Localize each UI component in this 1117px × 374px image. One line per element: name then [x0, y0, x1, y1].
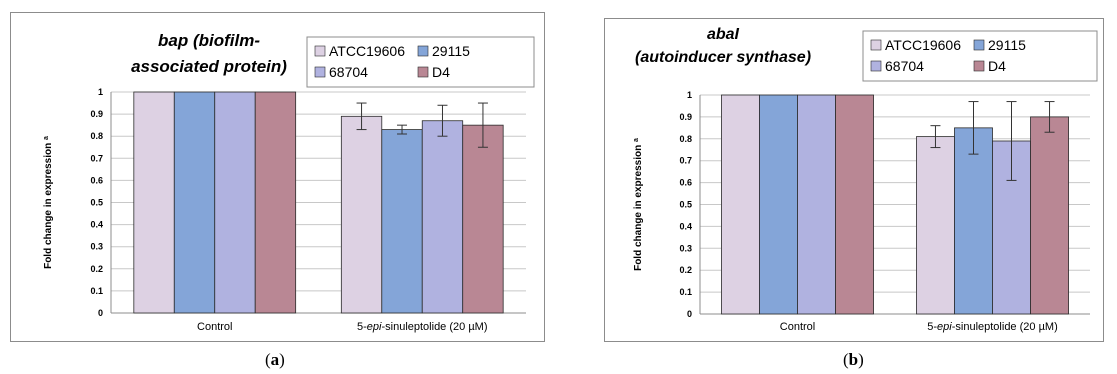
- y-tick-label: 0.7: [90, 153, 103, 163]
- bar-b-s3-c1: [1030, 116, 1069, 315]
- y-tick-label: 0.9: [679, 112, 692, 122]
- legend-label: 68704: [885, 58, 924, 74]
- x-category-label: 5-epi-sinuleptolide (20 µM): [927, 321, 1057, 333]
- bar-a-s3-c0: [254, 91, 297, 314]
- legend-swatch: [314, 45, 326, 57]
- y-axis-label: Fold change in expression a: [633, 138, 645, 271]
- x-category-label: Control: [780, 321, 815, 333]
- y-tick-label: 0.3: [90, 242, 103, 252]
- y-tick-label: 0.6: [90, 175, 103, 185]
- legend-label: ATCC19606: [329, 43, 405, 59]
- y-tick-label: 0.7: [679, 156, 692, 166]
- y-tick-label: 0.2: [90, 264, 103, 274]
- x-category-label: Control: [197, 321, 232, 333]
- legend-swatch: [417, 45, 429, 57]
- legend-label: 29115: [988, 37, 1026, 53]
- legend-swatch: [870, 39, 882, 51]
- y-tick-label: 0: [98, 308, 103, 318]
- chart-title-line1: abaI: [707, 26, 740, 43]
- legend-label: ATCC19606: [885, 37, 961, 53]
- y-tick-label: 1: [687, 90, 692, 100]
- bar-a-s2-c1: [421, 120, 464, 314]
- bar-chart-a: 0 0.1 0.2 0.3 0.4 0.5 0.6 0.7 0.8 0.9 1 Control 5-ep…: [43, 31, 535, 333]
- legend-swatch: [973, 60, 985, 72]
- y-tick-label: 0.5: [679, 200, 692, 210]
- panel-label-a: (a): [265, 350, 285, 369]
- y-tick-label: 0.8: [679, 134, 692, 144]
- legend-box: [306, 36, 535, 88]
- bar-b-s1-c1: [954, 127, 993, 315]
- chart-panel-b: 0 0.1 0.2 0.3 0.4 0.5 0.6 0.7 0.8 0.9 1 Control 5-ep…: [604, 18, 1104, 342]
- legend-swatch: [417, 66, 429, 78]
- y-tick-label: 0.3: [679, 243, 692, 253]
- bar-a-s2-c0: [214, 91, 256, 314]
- bar-a-s0-c1: [340, 115, 383, 314]
- y-axis-label: Fold change in expression a: [43, 136, 55, 269]
- bar-b-s0-c1: [916, 136, 955, 315]
- chart-panel-a: 0 0.1 0.2 0.3 0.4 0.5 0.6 0.7 0.8 0.9 1 Control 5-ep…: [10, 12, 545, 342]
- bar-a-s0-c0: [133, 91, 175, 314]
- y-tick-label: 0: [687, 309, 692, 319]
- y-tick-label: 0.4: [90, 220, 103, 230]
- y-tick-label: 0.1: [679, 287, 692, 297]
- legend-swatch: [870, 60, 882, 72]
- bar-a-s1-c1: [381, 129, 423, 314]
- panel-label-b: (b): [843, 350, 864, 369]
- y-tick-label: 0.8: [90, 131, 103, 141]
- bar-b-s2-c0: [797, 94, 836, 315]
- y-tick-label: 0.9: [90, 109, 103, 119]
- bar-a-s3-c1: [462, 124, 504, 314]
- bar-b-s0-c0: [721, 94, 760, 315]
- legend-box: [862, 30, 1098, 82]
- y-tick-label: 0.1: [90, 286, 103, 296]
- chart-title-line2: (autoinducer synthase): [635, 49, 811, 66]
- y-tick-label: 0.5: [90, 198, 103, 208]
- bar-b-s3-c0: [835, 94, 874, 315]
- y-tick-label: 1: [98, 87, 103, 97]
- bar-b-s1-c0: [759, 94, 798, 315]
- legend-swatch: [314, 66, 326, 78]
- chart-title-line2: associated protein): [131, 57, 287, 76]
- legend-swatch: [973, 39, 985, 51]
- bar-chart-b: 0 0.1 0.2 0.3 0.4 0.5 0.6 0.7 0.8 0.9 1 Control 5-ep…: [633, 26, 1098, 333]
- legend-label: 68704: [329, 64, 368, 80]
- legend-label: D4: [432, 64, 450, 80]
- bar-a-s1-c0: [173, 91, 216, 314]
- legend-label: D4: [988, 58, 1006, 74]
- x-category-label: 5-epi-sinuleptolide (20 µM): [357, 321, 487, 333]
- chart-title-line1: bap (biofilm-: [158, 31, 260, 50]
- legend-label: 29115: [432, 43, 470, 59]
- y-tick-label: 0.4: [679, 221, 692, 231]
- y-tick-label: 0.6: [679, 178, 692, 188]
- y-tick-label: 0.2: [679, 265, 692, 275]
